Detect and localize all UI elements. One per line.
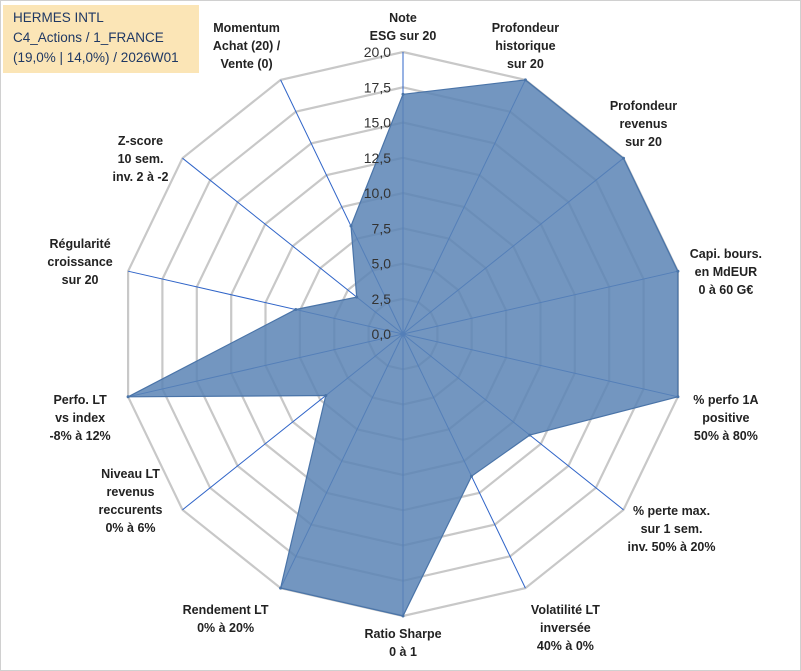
axis-label-line: 40% à 0%	[537, 639, 594, 653]
data-point	[676, 395, 680, 399]
axis-label-line: Régularité	[50, 237, 111, 251]
axis-label-line: Capi. bours.	[690, 247, 762, 261]
axis-label: Note ESG sur 20	[370, 11, 437, 43]
axis-label-line: Perfo. LT	[53, 393, 107, 407]
axis-label-line: 50% à 80%	[694, 429, 758, 443]
axis-label-line: Achat (20) /	[213, 39, 281, 53]
tick-label: 17,5	[364, 79, 391, 95]
axis-label-line: croissance	[47, 255, 112, 269]
info-category: C4_Actions / 1_FRANCE	[13, 30, 164, 45]
info-period: (19,0% | 14,0%) / 2026W01	[13, 50, 179, 65]
axis-label: % perfo 1A positive 50% à 80%	[693, 393, 758, 443]
axis-label-line: Volatilité LT	[531, 603, 600, 617]
data-point	[294, 308, 298, 311]
data-point	[126, 395, 130, 399]
axis-label: Niveau LT revenus reccurents 0% à 6%	[99, 467, 163, 535]
axis-label-line: 0% à 6%	[105, 521, 155, 535]
axis-label-line: 0 à 1	[389, 645, 417, 659]
data-point	[324, 394, 328, 397]
axis-label-line: sur 1 sem.	[641, 522, 703, 536]
axis-label: Profondeur revenus sur 20	[610, 99, 677, 149]
tick-label: 15,0	[364, 115, 391, 131]
tick-label: 20,0	[364, 44, 391, 60]
data-point	[349, 224, 353, 228]
radar-tick-labels: 0,0 2,5 5,0 7,5 10,0 12,5 15,0 17,5 20,0	[364, 44, 391, 342]
axis-label-line: 0 à 60 G€	[698, 283, 753, 297]
axis-label-line: Ratio Sharpe	[364, 627, 441, 641]
axis-label-line: ESG sur 20	[370, 29, 437, 43]
axis-label: Capi. bours. en MdEUR 0 à 60 G€	[690, 247, 762, 297]
tick-label: 12,5	[364, 150, 391, 166]
axis-label-line: inv. 50% à 20%	[627, 540, 715, 554]
tick-label: 5,0	[372, 256, 392, 272]
tick-label: 7,5	[372, 220, 392, 236]
axis-label-line: Note	[389, 11, 417, 25]
axis-label: Ratio Sharpe 0 à 1	[364, 627, 441, 659]
data-point	[279, 586, 283, 590]
axis-label-line: Rendement LT	[183, 603, 269, 617]
info-title: HERMES INTL	[13, 10, 104, 25]
axis-label-line: sur 20	[625, 135, 662, 149]
axis-label-line: % perte max.	[633, 504, 710, 518]
axis-label-line: 10 sem.	[118, 152, 164, 166]
axis-label-line: sur 20	[507, 57, 544, 71]
axis-label-line: inv. 2 à -2	[112, 170, 168, 184]
axis-label-line: Profondeur	[492, 21, 559, 35]
radar-series	[126, 78, 680, 618]
axis-label-line: positive	[702, 411, 749, 425]
tick-label: 10,0	[364, 185, 391, 201]
data-point	[622, 156, 625, 160]
data-point	[401, 92, 405, 96]
axis-label: Volatilité LT inversée 40% à 0%	[531, 603, 600, 653]
data-point	[528, 433, 532, 437]
axis-label-line: Vente (0)	[221, 57, 273, 71]
tick-label: 0,0	[372, 326, 392, 342]
axis-label-line: vs index	[55, 411, 105, 425]
data-point	[676, 269, 680, 273]
info-box: HERMES INTL C4_Actions / 1_FRANCE (19,0%…	[3, 5, 199, 73]
axis-label: Régularité croissance sur 20	[47, 237, 112, 287]
axis-label-line: -8% à 12%	[50, 429, 111, 443]
axis-label-line: historique	[495, 39, 555, 53]
axis-label: Profondeur historique sur 20	[492, 21, 559, 71]
axis-label-line: Momentum	[213, 21, 280, 35]
data-point	[523, 78, 527, 82]
axis-label: Rendement LT 0% à 20%	[183, 603, 269, 635]
radar-axis-labels: Note ESG sur 20 Profondeur historique sur 20…	[47, 11, 762, 659]
axis-label: Momentum Achat (20) / Vente (0)	[213, 21, 281, 71]
data-point	[401, 614, 405, 618]
axis-label-line: Z-score	[118, 134, 163, 148]
axis-label-line: sur 20	[62, 273, 99, 287]
data-point	[470, 474, 473, 478]
axis-label-line: revenus	[620, 117, 668, 131]
axis-label: % perte max. sur 1 sem. inv. 50% à 20%	[627, 504, 715, 554]
axis-label-line: Profondeur	[610, 99, 677, 113]
axis-label: Perfo. LT vs index -8% à 12%	[50, 393, 111, 443]
axis-label-line: 0% à 20%	[197, 621, 254, 635]
tick-label: 2,5	[372, 291, 392, 307]
axis-label-line: revenus	[107, 485, 155, 499]
axis-label-line: inversée	[540, 621, 591, 635]
axis-label: Z-score 10 sem. inv. 2 à -2	[112, 134, 168, 184]
axis-label-line: en MdEUR	[695, 265, 758, 279]
axis-label-line: reccurents	[99, 503, 163, 517]
data-point	[355, 295, 359, 299]
axis-label-line: % perfo 1A	[693, 393, 758, 407]
axis-label-line: Niveau LT	[101, 467, 160, 481]
series-area	[127, 79, 679, 617]
